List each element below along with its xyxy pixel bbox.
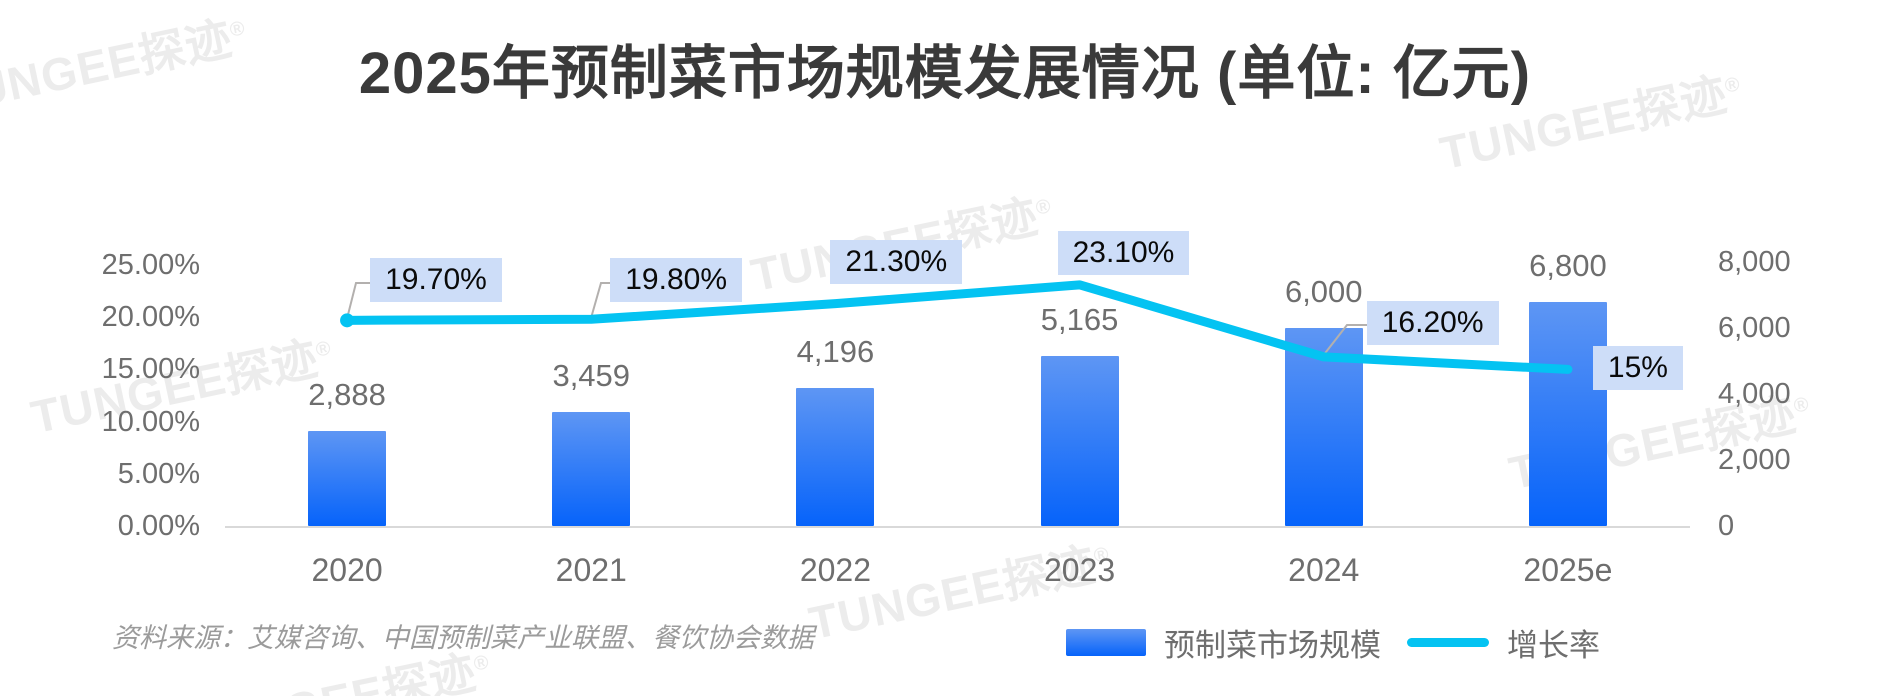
legend-bar-swatch-icon — [1066, 629, 1146, 656]
right-axis-tick: 8,000 — [1718, 246, 1791, 278]
right-axis-tick: 2,000 — [1718, 444, 1791, 476]
market-size-bar — [552, 411, 631, 526]
left-axis-tick: 25.00% — [101, 249, 200, 281]
bar-value-label: 6,800 — [1529, 247, 1607, 283]
bar-value-label: 2,888 — [308, 376, 386, 412]
legend-bar-label: 预制菜市场规模 — [1164, 628, 1381, 663]
market-size-bar — [308, 430, 387, 526]
legend: 预制菜市场规模 增长率 — [1066, 620, 1600, 665]
bar-value-label: 4,196 — [796, 333, 875, 369]
x-axis-label: 2022 — [799, 552, 871, 588]
x-axis-label: 2024 — [1288, 552, 1360, 588]
x-axis-label: 2023 — [1043, 552, 1116, 588]
right-axis-tick: 4,000 — [1718, 378, 1791, 410]
right-axis-tick: 0 — [1718, 510, 1735, 542]
registered-mark: ® — [1791, 393, 1812, 418]
legend-line-label: 增长率 — [1507, 628, 1600, 663]
market-size-bar — [1284, 328, 1363, 526]
callout-leader-line — [590, 282, 612, 318]
left-axis-tick: 10.00% — [101, 405, 200, 438]
source-note: 资料来源：艾媒咨询、中国预制菜产业联盟、餐饮协会数据 — [112, 623, 814, 653]
left-axis-tick: 15.00% — [101, 353, 200, 386]
growth-rate-callout: 15% — [1592, 346, 1683, 390]
line-start-point — [340, 313, 355, 328]
x-axis-label: 2020 — [311, 552, 383, 588]
market-size-bar — [796, 387, 875, 526]
market-size-bar — [1040, 355, 1119, 526]
left-axis-tick: 20.00% — [101, 301, 200, 334]
growth-rate-callout: 19.80% — [610, 258, 742, 302]
growth-rate-callout: 19.70% — [370, 258, 502, 302]
growth-rate-callout: 23.10% — [1057, 231, 1190, 275]
growth-rate-callout: 21.30% — [830, 240, 963, 284]
market-size-bar — [1528, 301, 1607, 526]
registered-mark: ® — [313, 337, 334, 362]
bar-value-label: 3,459 — [552, 357, 631, 393]
callout-leader-line — [346, 282, 372, 319]
legend-line-swatch-icon — [1407, 638, 1489, 647]
x-axis-label: 2021 — [555, 552, 627, 588]
left-axis-tick: 5.00% — [117, 457, 200, 490]
chart-title: 2025年预制菜市场规模发展情况 (单位: 亿元) — [358, 41, 1532, 106]
right-axis-tick: 6,000 — [1718, 312, 1791, 344]
bar-value-label: 5,165 — [1040, 301, 1119, 337]
registered-mark: ® — [1033, 195, 1054, 220]
x-axis-label: 2025e — [1523, 552, 1613, 588]
left-axis-tick: 0.00% — [117, 510, 200, 542]
growth-rate-callout: 16.20% — [1366, 301, 1499, 345]
x-axis-line — [225, 526, 1690, 528]
